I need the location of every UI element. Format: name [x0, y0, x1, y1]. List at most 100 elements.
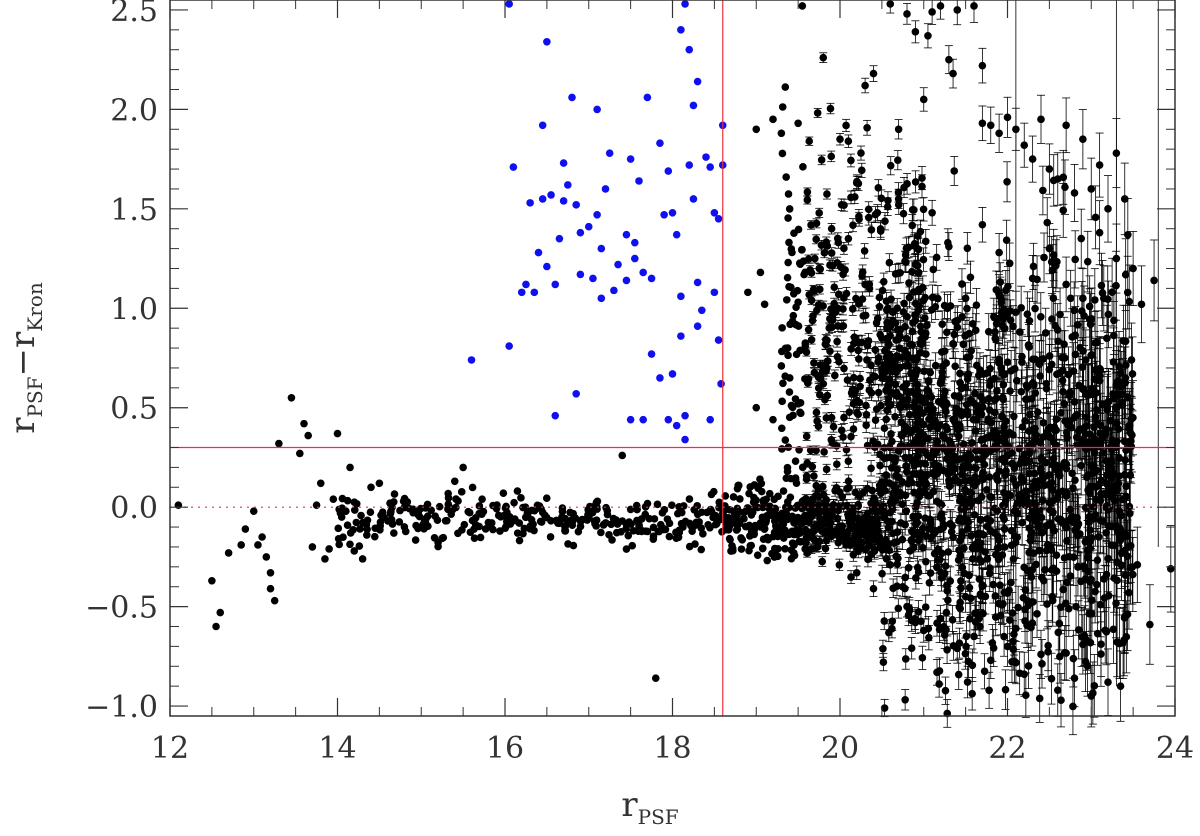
black-data-point — [738, 536, 747, 544]
black-data-point — [653, 500, 662, 509]
black-data-point — [366, 508, 375, 516]
black-data-point — [803, 188, 812, 196]
black-data-point — [697, 545, 706, 554]
black-data-point — [822, 536, 831, 545]
plot-area — [170, 0, 1175, 736]
black-data-point — [632, 501, 641, 510]
black-data-point — [335, 540, 343, 549]
black-data-point — [725, 534, 734, 543]
black-data-point — [900, 299, 908, 308]
black-data-point — [1060, 399, 1068, 408]
black-data-point — [874, 184, 883, 192]
black-data-point — [608, 536, 616, 544]
black-data-point — [499, 512, 508, 520]
black-data-point — [782, 474, 791, 483]
black-data-point — [902, 258, 910, 267]
black-data-point — [697, 508, 706, 517]
black-data-point — [346, 529, 355, 537]
black-data-point — [434, 538, 442, 547]
black-data-point — [665, 519, 674, 528]
black-data-point — [899, 209, 908, 218]
black-data-point — [874, 388, 883, 397]
black-data-point — [778, 397, 786, 406]
black-data-point — [721, 492, 730, 500]
black-data-point — [814, 485, 823, 494]
black-data-point — [706, 523, 714, 532]
black-data-point — [588, 508, 597, 517]
black-data-point — [1062, 649, 1070, 657]
black-data-point — [784, 351, 792, 360]
black-data-point — [414, 524, 422, 533]
black-data-point — [759, 544, 767, 553]
black-data-point — [908, 221, 917, 230]
black-data-point — [822, 501, 831, 510]
black-data-point — [820, 249, 829, 257]
black-data-point — [770, 495, 779, 504]
black-data-point — [802, 432, 811, 441]
black-data-point — [633, 516, 641, 525]
black-data-point — [806, 446, 815, 455]
black-data-point — [1070, 306, 1078, 315]
black-data-point — [751, 521, 760, 530]
black-data-point — [692, 518, 701, 527]
black-data-point — [804, 325, 813, 334]
black-data-point — [513, 487, 522, 495]
black-data-point — [439, 533, 448, 542]
black-data-point — [1128, 370, 1137, 378]
black-data-point — [801, 517, 810, 526]
black-data-point — [818, 557, 827, 566]
black-data-point — [922, 350, 930, 358]
black-data-point — [847, 432, 855, 441]
black-data-point — [911, 311, 919, 319]
black-data-point — [499, 489, 508, 497]
black-data-point — [855, 355, 863, 363]
black-data-point — [655, 527, 663, 536]
black-data-point — [566, 508, 574, 517]
black-data-point — [856, 540, 865, 549]
black-data-point — [829, 422, 838, 431]
black-data-point — [835, 488, 844, 496]
black-data-point — [729, 493, 738, 501]
black-data-point — [875, 293, 884, 302]
black-data-point — [537, 518, 546, 526]
black-data-point — [613, 520, 622, 528]
black-data-point — [839, 322, 848, 330]
black-data-point — [837, 426, 846, 435]
black-data-point — [783, 344, 792, 352]
black-data-point — [709, 513, 717, 522]
black-data-point — [1003, 178, 1011, 186]
black-data-point — [798, 245, 806, 254]
black-data-point — [737, 545, 746, 553]
black-data-point — [805, 137, 814, 145]
black-data-point — [779, 487, 788, 495]
black-data-point — [1066, 294, 1075, 303]
black-data-point — [561, 526, 569, 535]
black-data-point — [763, 533, 771, 542]
black-data-point — [739, 514, 748, 523]
black-data-point — [801, 339, 810, 347]
black-data-point — [748, 508, 757, 517]
black-data-point — [805, 290, 813, 299]
black-data-point — [918, 654, 927, 662]
black-data-point — [457, 488, 466, 496]
black-data-point — [470, 534, 479, 542]
black-data-point — [802, 539, 810, 547]
black-data-point — [848, 513, 857, 522]
black-data-point — [855, 398, 864, 407]
black-data-point — [876, 461, 884, 470]
black-data-point — [840, 244, 848, 253]
black-data-point — [948, 615, 957, 624]
black-data-point — [823, 391, 832, 400]
black-data-point — [688, 527, 696, 536]
black-data-point — [762, 518, 770, 527]
black-data-point — [862, 421, 870, 430]
black-data-point — [827, 152, 836, 161]
black-data-point — [826, 261, 834, 269]
black-data-point — [799, 257, 808, 265]
black-data-point — [867, 550, 876, 558]
black-data-point — [875, 302, 884, 311]
black-data-point — [356, 525, 364, 533]
black-data-point — [872, 405, 881, 414]
black-data-point — [745, 489, 753, 498]
black-data-point — [668, 501, 676, 510]
